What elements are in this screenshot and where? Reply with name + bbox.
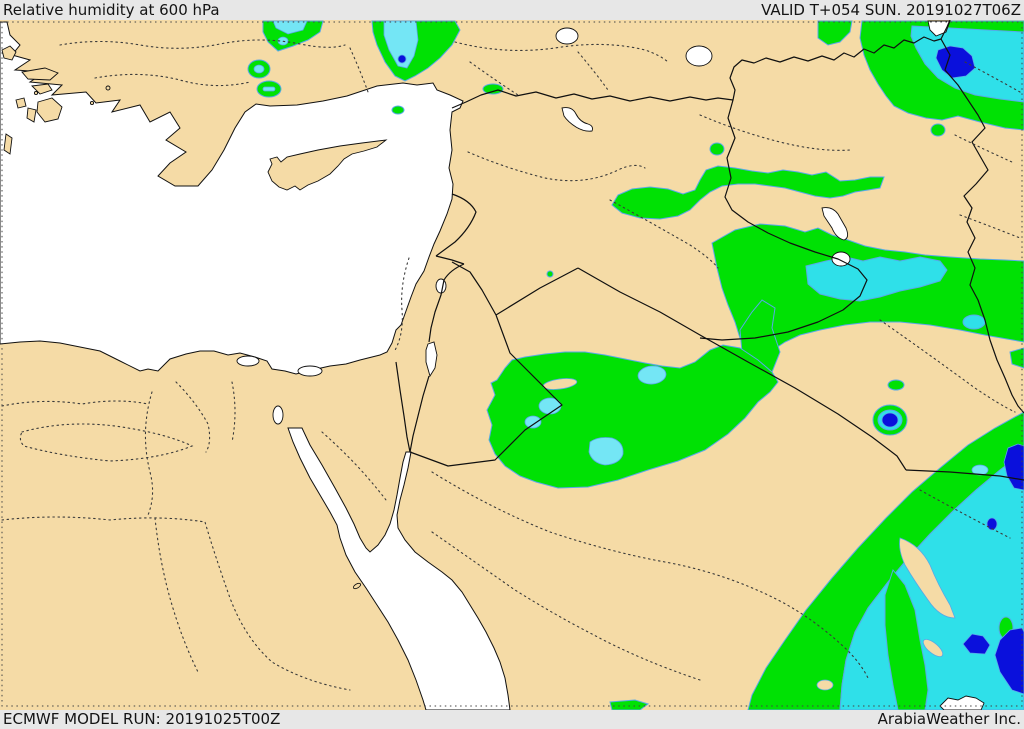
humidity-blue-core	[994, 627, 1024, 695]
mediterranean-sea	[0, 21, 464, 375]
aegean-island	[31, 83, 53, 95]
humidity-cyan-area	[383, 20, 419, 69]
humidity-green-dot	[546, 270, 554, 278]
islands	[1, 45, 388, 590]
border-iraq-saudi-east	[905, 469, 1024, 481]
map-frame	[1, 21, 1023, 707]
humidity-blue-core	[397, 54, 407, 64]
humidity-green-area	[709, 142, 725, 156]
cyprus-island	[267, 139, 388, 191]
border-turkey-caucasus	[940, 20, 951, 40]
admin-line	[94, 73, 251, 87]
tuz-lake	[685, 45, 713, 67]
border-jordan-saudi	[409, 267, 579, 467]
rhodes-island	[36, 97, 63, 123]
border-syria-jordan-west	[451, 261, 497, 316]
admin-borders	[1, 39, 1021, 691]
humidity-green-area	[391, 105, 405, 115]
humidity-green-area	[930, 123, 946, 137]
humidity-cyan-area	[637, 365, 667, 385]
admin-line	[469, 61, 519, 96]
admin-line	[577, 51, 609, 91]
admin-line	[1, 516, 351, 691]
lakes	[236, 20, 985, 710]
aegean-island	[26, 107, 37, 123]
bitter-lake	[272, 405, 284, 425]
turkey-lake	[555, 27, 579, 45]
admin-line	[144, 391, 154, 516]
country-borders	[395, 20, 1024, 481]
humidity-shading	[247, 20, 1024, 710]
border-turkey-syria-iraq	[451, 36, 942, 109]
valid-time-label: VALID T+054 SUN. 20191027T06Z	[761, 1, 1021, 19]
humidity-cyan-area	[524, 415, 542, 429]
humidity-blue-core	[881, 412, 899, 428]
humidity-green-area	[1009, 347, 1024, 369]
humidity-green-dot	[887, 379, 905, 391]
border-syria-iraq	[699, 99, 868, 341]
border-iran	[940, 38, 1024, 414]
humidity-cyan-area	[253, 64, 265, 74]
footer-bar: ECMWF MODEL RUN: 20191025T00Z ArabiaWeat…	[0, 710, 1024, 729]
galilee-lake	[435, 278, 447, 294]
admin-line	[919, 489, 1011, 539]
humidity-green-area	[817, 20, 853, 46]
border-israel-egypt	[395, 361, 411, 453]
humidity-green-area	[482, 83, 504, 95]
delta-lake	[297, 365, 323, 377]
aegean-islet	[105, 85, 111, 91]
admin-line	[59, 39, 346, 49]
humidity-cyan-area	[262, 86, 276, 92]
brand-label: ArabiaWeather Inc.	[877, 710, 1021, 728]
red-sea-islet	[352, 582, 362, 590]
admin-line	[154, 517, 199, 673]
aegean-island	[1, 45, 17, 61]
admin-line	[1, 400, 149, 407]
aegean-island	[21, 67, 59, 81]
humidity-green-area	[609, 699, 650, 710]
admin-line	[175, 381, 211, 453]
humidity-cyan-area	[805, 256, 948, 302]
humidity-cyan-area	[272, 20, 308, 35]
humidity-green-area	[884, 568, 929, 710]
delta-lake	[236, 355, 260, 367]
humidity-blue-core	[986, 517, 998, 531]
humidity-blue-core	[962, 633, 991, 655]
aegean-islet	[33, 90, 39, 96]
aegean-islet	[89, 100, 95, 106]
land-pocket	[899, 537, 956, 619]
border-jordan-iraq-saudi	[577, 267, 907, 471]
admin-line	[879, 319, 1016, 413]
aegean-island	[15, 97, 27, 109]
admin-line	[393, 257, 410, 353]
humidity-cyan-area	[962, 314, 986, 330]
border-lebanon	[435, 193, 477, 257]
humidity-cyan-area	[588, 437, 624, 466]
assad-lake	[821, 207, 849, 241]
admin-line	[454, 41, 669, 63]
border-israel-syria	[435, 255, 465, 265]
humidity-blue-core	[1003, 443, 1024, 491]
admin-line	[959, 214, 1021, 239]
dead-sea	[425, 341, 438, 378]
admin-line	[609, 199, 719, 269]
map-title: Relative humidity at 600 hPa	[3, 1, 220, 19]
land-pocket	[816, 679, 834, 691]
humidity-green-band	[611, 165, 885, 220]
admin-line	[431, 471, 869, 679]
admin-line	[231, 381, 236, 443]
seas	[0, 21, 511, 710]
aegean-island	[3, 133, 13, 155]
model-run-label: ECMWF MODEL RUN: 20191025T00Z	[3, 710, 281, 728]
admin-line	[954, 134, 1013, 163]
header-bar: Relative humidity at 600 hPa VALID T+054…	[0, 0, 1024, 20]
reservoir-lake	[561, 107, 593, 132]
humidity-map	[0, 20, 1024, 710]
land-pocket	[922, 638, 944, 658]
admin-line	[964, 61, 1021, 93]
red-sea	[287, 427, 511, 710]
admin-line	[467, 151, 646, 182]
